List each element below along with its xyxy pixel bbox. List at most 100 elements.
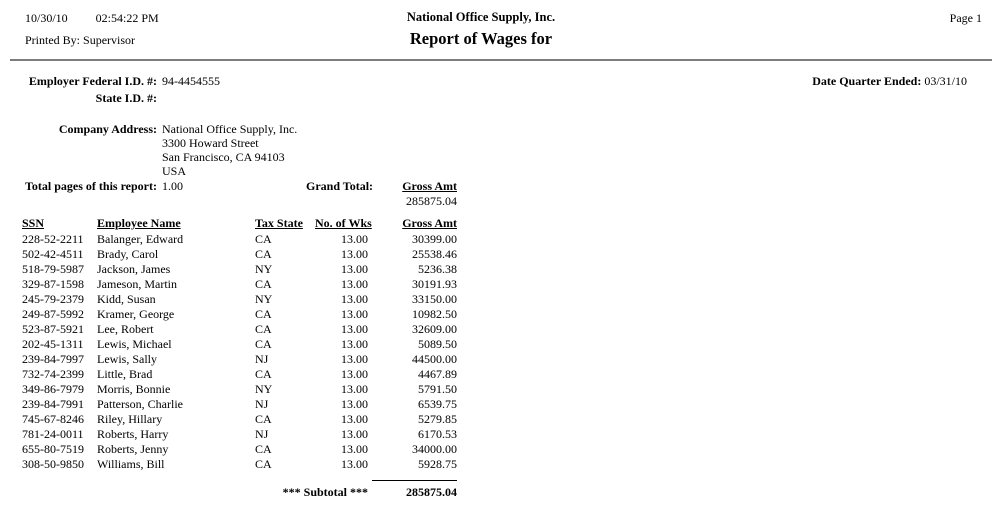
tax-state-cell: NJ	[255, 427, 269, 441]
ssn-cell: 518-79-5987	[22, 262, 84, 276]
federal-id-label: Employer Federal I.D. #:	[28, 74, 157, 88]
company-address-line-1: National Office Supply, Inc.	[162, 122, 298, 136]
table-row: 781-24-0011 Roberts, Harry NJ 13.00 6170…	[0, 427, 480, 442]
table-row: 502-42-4511 Brady, Carol CA 13.00 25538.…	[0, 247, 480, 262]
tax-state-cell: NY	[255, 382, 273, 396]
printed-by-label: Printed By:	[25, 33, 81, 47]
ssn-cell: 239-84-7997	[22, 352, 84, 366]
table-header-row: SSN Employee Name Tax State No. of Wks G…	[0, 216, 480, 231]
weeks-cell: 13.00	[341, 292, 368, 306]
employee-name-cell: Riley, Hillary	[97, 412, 163, 426]
weeks-cell: 13.00	[341, 382, 368, 396]
table-row: 245-79-2379 Kidd, Susan NY 13.00 33150.0…	[0, 292, 480, 307]
company-address-label: Company Address:	[58, 122, 157, 136]
weeks-cell: 13.00	[341, 427, 368, 441]
tax-state-cell: CA	[255, 232, 272, 246]
column-header-gross-amt: Gross Amt	[402, 216, 457, 230]
weeks-cell: 13.00	[341, 367, 368, 381]
tax-state-cell: CA	[255, 247, 272, 261]
employee-name-cell: Roberts, Harry	[97, 427, 169, 441]
tax-state-cell: NJ	[255, 352, 269, 366]
table-row: 523-87-5921 Lee, Robert CA 13.00 32609.0…	[0, 322, 480, 337]
tax-state-cell: NY	[255, 292, 273, 306]
ssn-cell: 329-87-1598	[22, 277, 84, 291]
report-title: Report of Wages for	[409, 29, 553, 48]
employee-name-cell: Morris, Bonnie	[97, 382, 171, 396]
ssn-cell: 781-24-0011	[22, 427, 84, 441]
table-row: 239-84-7991 Patterson, Charlie NJ 13.00 …	[0, 397, 480, 412]
gross-amt-cell: 30191.93	[412, 277, 457, 291]
printed-by-value: Supervisor	[83, 33, 136, 47]
table-row: 308-50-9850 Williams, Bill CA 13.00 5928…	[0, 457, 480, 472]
grand-total-value: 285875.04	[406, 194, 457, 208]
ssn-cell: 245-79-2379	[22, 292, 84, 306]
weeks-cell: 13.00	[341, 247, 368, 261]
company-address-line-3: San Francisco, CA 94103	[162, 150, 285, 164]
gross-amt-cell: 5236.38	[418, 262, 457, 276]
employee-name-cell: Brady, Carol	[97, 247, 159, 261]
ssn-cell: 655-80-7519	[22, 442, 84, 456]
quarter-ended-value: 03/31/10	[924, 74, 967, 88]
tax-state-cell: CA	[255, 367, 272, 381]
print-date: 10/30/10	[25, 11, 68, 25]
weeks-cell: 13.00	[341, 337, 368, 351]
tax-state-cell: CA	[255, 337, 272, 351]
gross-amt-cell: 34000.00	[412, 442, 457, 456]
table-row: 518-79-5987 Jackson, James NY 13.00 5236…	[0, 262, 480, 277]
column-header-weeks: No. of Wks	[315, 216, 372, 230]
table-row: 249-87-5992 Kramer, George CA 13.00 1098…	[0, 307, 480, 322]
federal-id-value: 94-4454555	[162, 74, 220, 88]
quarter-ended-label: Date Quarter Ended:	[812, 74, 922, 88]
table-row: 745-67-8246 Riley, Hillary CA 13.00 5279…	[0, 412, 480, 427]
table-row: 228-52-2211 Balanger, Edward CA 13.00 30…	[0, 232, 480, 247]
weeks-cell: 13.00	[341, 277, 368, 291]
quarter-ended-line: Date Quarter Ended: 03/31/10	[700, 74, 967, 89]
grand-total-label: Grand Total:	[306, 179, 374, 193]
grand-total-column-header: Gross Amt	[402, 179, 457, 193]
gross-amt-cell: 32609.00	[412, 322, 457, 336]
gross-amt-cell: 5279.85	[418, 412, 457, 426]
tax-state-cell: NY	[255, 262, 273, 276]
employee-name-cell: Patterson, Charlie	[97, 397, 183, 411]
gross-amt-cell: 4467.89	[418, 367, 457, 381]
table-row: 202-45-1311 Lewis, Michael CA 13.00 5089…	[0, 337, 480, 352]
table-row: 655-80-7519 Roberts, Jenny CA 13.00 3400…	[0, 442, 480, 457]
total-pages-label: Total pages of this report:	[25, 179, 157, 193]
header-divider-rule	[10, 59, 992, 61]
weeks-cell: 13.00	[341, 322, 368, 336]
table-row: 732-74-2399 Little, Brad CA 13.00 4467.8…	[0, 367, 480, 382]
gross-amt-cell: 25538.46	[412, 247, 457, 261]
print-time: 02:54:22 PM	[95, 11, 159, 25]
employee-name-cell: Lewis, Sally	[97, 352, 157, 366]
printed-by-line: Printed By: Supervisor	[25, 33, 135, 48]
page-number: Page 1	[949, 11, 982, 25]
ssn-cell: 249-87-5992	[22, 307, 84, 321]
employee-rows: 228-52-2211 Balanger, Edward CA 13.00 30…	[0, 232, 480, 472]
table-row: 329-87-1598 Jameson, Martin CA 13.00 301…	[0, 277, 480, 292]
ssn-cell: 745-67-8246	[22, 412, 84, 426]
company-address-line-2: 3300 Howard Street	[162, 136, 259, 150]
employee-name-cell: Lewis, Michael	[97, 337, 172, 351]
employee-name-cell: Jameson, Martin	[97, 277, 177, 291]
gross-amt-cell: 6170.53	[418, 427, 457, 441]
tax-state-cell: CA	[255, 277, 272, 291]
tax-state-cell: CA	[255, 412, 272, 426]
weeks-cell: 13.00	[341, 352, 368, 366]
gross-amt-cell: 30399.00	[412, 232, 457, 246]
column-header-tax-state: Tax State	[255, 216, 303, 230]
tax-state-cell: CA	[255, 442, 272, 456]
ssn-cell: 523-87-5921	[22, 322, 84, 336]
gross-amt-cell: 10982.50	[412, 307, 457, 321]
gross-amt-cell: 44500.00	[412, 352, 457, 366]
gross-amt-cell: 5089.50	[418, 337, 457, 351]
employee-name-cell: Kidd, Susan	[97, 292, 156, 306]
ssn-cell: 228-52-2211	[22, 232, 84, 246]
weeks-cell: 13.00	[341, 442, 368, 456]
state-id-label: State I.D. #:	[95, 91, 157, 105]
weeks-cell: 13.00	[341, 307, 368, 321]
weeks-cell: 13.00	[341, 397, 368, 411]
weeks-cell: 13.00	[341, 232, 368, 246]
tax-state-cell: CA	[255, 322, 272, 336]
table-row: 349-86-7979 Morris, Bonnie NY 13.00 5791…	[0, 382, 480, 397]
